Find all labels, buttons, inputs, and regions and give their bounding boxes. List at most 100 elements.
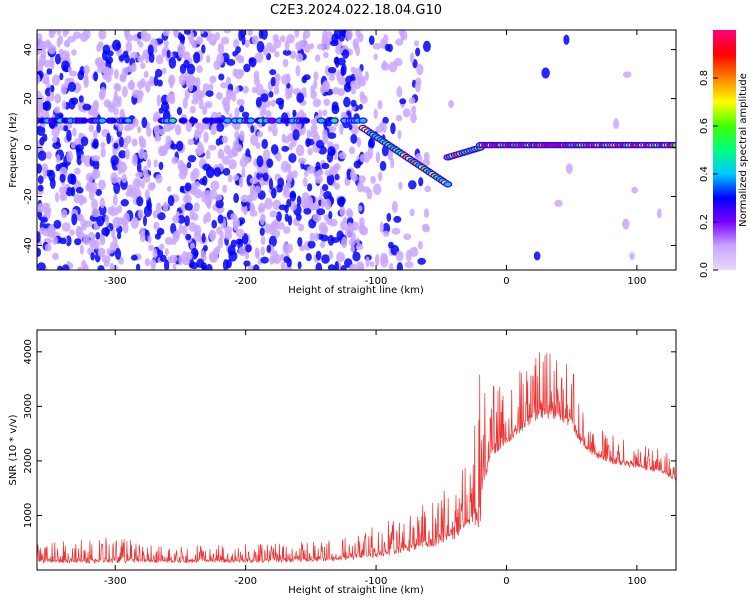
- spectrogram-noise-cell: [422, 225, 431, 233]
- spectrogram-noise-cell: [106, 50, 114, 57]
- spectrogram-noise-cell: [283, 256, 291, 263]
- spectrogram-noise-cell: [230, 239, 237, 248]
- spectrogram-noise-cell: [179, 185, 184, 193]
- spectrogram-noise-cell: [101, 227, 111, 236]
- spectrogram-noise-cell: [356, 136, 362, 148]
- spectrogram-noise-cell: [380, 252, 388, 263]
- spectrogram-noise-cell: [272, 229, 281, 238]
- spectrogram-noise-cell: [351, 173, 358, 182]
- feature-cell-core: [80, 118, 88, 123]
- spectrogram-noise-cell: [322, 30, 328, 40]
- spectrogram-noise-cell: [656, 208, 662, 219]
- spectrogram-noise-cell: [65, 186, 74, 197]
- spectrogram-noise-cell: [395, 114, 403, 122]
- spectrogram-noise-cell: [336, 251, 345, 263]
- spectrogram-noise-cell: [203, 190, 212, 199]
- y-tick-label: -40: [23, 237, 34, 253]
- spectrogram-noise-cell: [243, 204, 248, 216]
- spectrogram-noise-cell: [191, 213, 199, 221]
- spectrogram-noise-cell: [222, 155, 231, 165]
- spectrogram-noise-cell: [245, 244, 252, 253]
- spectrogram-noise-cell: [116, 205, 123, 214]
- spectrogram-noise-cell: [271, 125, 278, 137]
- spectrogram-noise-cell: [353, 160, 362, 169]
- spectrogram-noise-cell: [37, 231, 41, 244]
- spectrogram-noise-cell: [260, 246, 265, 256]
- spectrogram-noise-cell: [106, 132, 111, 145]
- spectrogram-noise-cell: [58, 48, 64, 57]
- spectrogram-noise-cell: [189, 262, 199, 270]
- feature-cell-core: [359, 118, 367, 123]
- spectrogram-noise-cell: [83, 76, 89, 89]
- spectrogram-noise-cell: [144, 258, 151, 267]
- spectrogram-noise-cell: [328, 74, 336, 81]
- spectrogram-noise-cell: [112, 193, 118, 206]
- spectrogram-noise-cell: [100, 141, 106, 149]
- spectrogram-noise-cell: [137, 55, 145, 63]
- spectrogram-noise-cell: [138, 41, 144, 48]
- spectrogram-noise-cell: [396, 86, 403, 98]
- spectrogram-noise-cell: [352, 251, 361, 262]
- spectrogram-noise-cell: [368, 35, 375, 46]
- spectrogram-noise-cell: [185, 120, 193, 133]
- spectrogram-noise-cell: [93, 222, 98, 231]
- spectrogram-noise-cell: [222, 167, 231, 176]
- spectrogram-noise-cell: [51, 136, 58, 143]
- spectrogram-noise-cell: [359, 223, 366, 233]
- spectrogram-noise-cell: [263, 149, 271, 161]
- spectrogram-noise-cell: [258, 30, 264, 39]
- spectrogram-noise-cell: [83, 64, 90, 75]
- spectrogram-noise-cell: [270, 221, 277, 230]
- spectrogram-y-ticks: -40 -20 0 20 40: [23, 43, 676, 254]
- spectrogram-noise-cell: [147, 182, 156, 191]
- spectrogram-noise-cell: [95, 188, 103, 196]
- spectrogram-noise-cell: [255, 251, 260, 259]
- spectrogram-noise-cell: [268, 178, 274, 190]
- spectrogram-noise-cell: [147, 44, 154, 56]
- spectrogram-noise-cell: [193, 51, 201, 64]
- spectrogram-noise-cell: [302, 177, 308, 188]
- spectrogram-noise-cell: [153, 221, 160, 230]
- spectrogram-noise-cell: [255, 142, 261, 150]
- spectrogram-noise-cell: [83, 263, 89, 270]
- spectrogram-noise-cell: [187, 138, 195, 146]
- spectrogram-noise-cell: [153, 159, 158, 168]
- spectrogram-noise-cell: [210, 123, 217, 136]
- spectrogram-noise-cell: [332, 86, 340, 95]
- spectrogram-noise-cell: [165, 135, 172, 147]
- spectrogram-noise-cell: [310, 84, 315, 95]
- spectrogram-noise-cell: [171, 215, 180, 224]
- spectrogram-noise-cell: [316, 169, 324, 176]
- x-tick-label: 100: [627, 276, 646, 287]
- spectrogram-noise-cell: [274, 73, 281, 81]
- spectrogram-noise-cell: [256, 131, 264, 138]
- spectrogram-noise-cell: [375, 125, 385, 133]
- spectrogram-noise-cell: [63, 40, 71, 48]
- spectrogram-noise-cell: [70, 97, 79, 105]
- spectrogram-noise-cell: [372, 183, 382, 195]
- spectrogram-noise-cell: [424, 185, 432, 193]
- spectrogram-noise-cell: [235, 138, 240, 149]
- spectrogram-noise-cell: [196, 65, 203, 74]
- spectrogram-noise-cell: [201, 233, 206, 243]
- spectrogram-noise-cell: [142, 215, 148, 227]
- spectrogram-noise-cell: [156, 79, 163, 87]
- feature-cell-core: [672, 143, 676, 148]
- spectrogram-noise-cell: [52, 141, 62, 150]
- spectrogram-noise-cell: [37, 184, 44, 192]
- spectrogram-noise-cell: [98, 89, 105, 101]
- spectrogram-noise-cell: [629, 252, 635, 261]
- spectrogram-noise-cell: [156, 227, 165, 236]
- spectrogram-noise-cell: [92, 181, 98, 194]
- colorbar-tick-label: 0.8: [699, 70, 710, 86]
- spectrogram-noise-cell: [304, 170, 309, 177]
- spectrogram-noise-cell: [258, 202, 266, 213]
- spectrogram-noise-cell: [216, 92, 223, 100]
- colorbar-gradient: [713, 30, 736, 270]
- spectrogram-noise-cell: [190, 242, 195, 250]
- spectrogram-noise-cell: [157, 212, 166, 221]
- spectrogram-noise-cell: [130, 216, 139, 229]
- spectrogram-noise-cell: [164, 248, 169, 257]
- spectrogram-noise-cell: [315, 250, 322, 261]
- spectrogram-noise-cell: [42, 167, 48, 180]
